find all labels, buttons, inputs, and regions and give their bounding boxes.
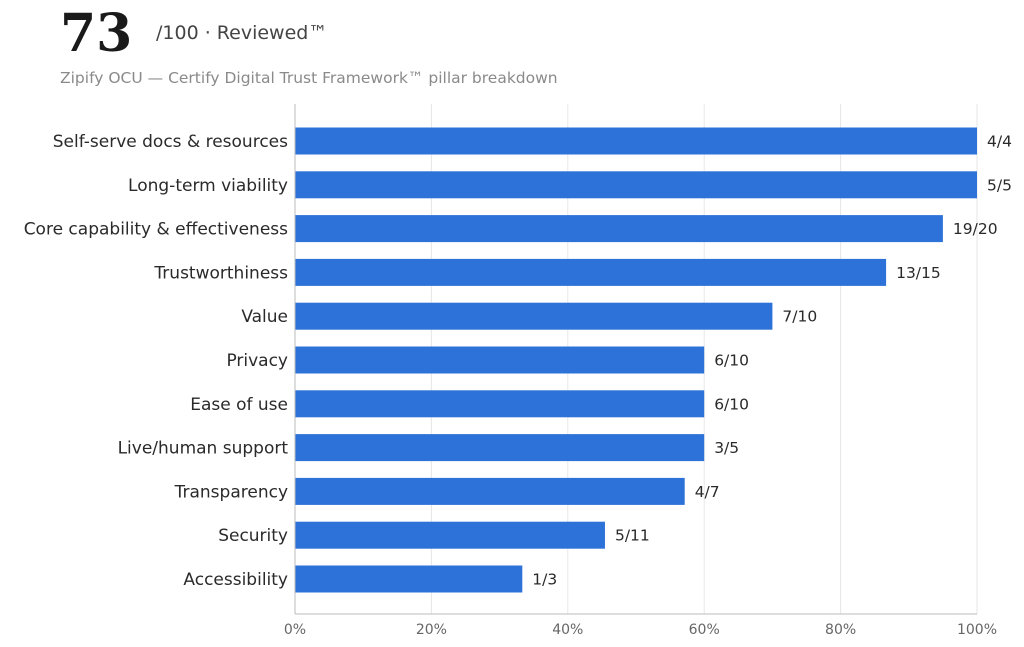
bar — [295, 521, 605, 549]
category-label: Core capability & effectiveness — [24, 220, 288, 240]
category-label: Transparency — [174, 482, 288, 502]
value-label: 5/11 — [615, 527, 650, 545]
bar — [295, 302, 773, 330]
x-tick-label: 40% — [552, 622, 583, 638]
x-tick-label: 20% — [416, 622, 447, 638]
bar — [295, 434, 705, 462]
x-tick-label: 60% — [689, 622, 720, 638]
category-label: Trustworthiness — [153, 263, 288, 283]
chart-header: 73 /100 · Reviewed™ Zipify OCU — Certify… — [60, 4, 960, 94]
category-label: Self-serve docs & resources — [53, 132, 288, 152]
bar — [295, 171, 977, 199]
chart-subtitle: Zipify OCU — Certify Digital Trust Frame… — [60, 69, 558, 87]
value-label: 13/15 — [896, 264, 941, 282]
bar — [295, 565, 523, 593]
x-tick-label: 0% — [284, 622, 306, 638]
category-label: Privacy — [226, 351, 288, 371]
score-suffix: /100 · Reviewed™ — [156, 22, 328, 44]
value-label: 5/5 — [987, 176, 1012, 194]
category-label: Accessibility — [183, 570, 288, 590]
category-label: Ease of use — [190, 395, 288, 415]
category-label: Value — [241, 307, 288, 327]
value-label: 6/10 — [714, 352, 749, 370]
bar — [295, 477, 685, 505]
bar — [295, 390, 705, 418]
value-label: 4/7 — [695, 483, 720, 501]
bar — [295, 215, 943, 243]
bar — [295, 127, 977, 155]
bar — [295, 346, 705, 374]
category-label: Security — [218, 526, 288, 546]
overall-score: 73 — [60, 3, 133, 64]
x-tick-label: 100% — [957, 622, 997, 638]
value-label: 7/10 — [782, 308, 817, 326]
value-label: 3/5 — [714, 439, 739, 457]
value-label: 6/10 — [714, 395, 749, 413]
value-label: 1/3 — [532, 571, 557, 589]
value-label: 4/4 — [987, 133, 1012, 151]
category-label: Long-term viability — [128, 176, 288, 196]
x-tick-label: 80% — [825, 622, 856, 638]
bar — [295, 258, 887, 286]
value-label: 19/20 — [953, 220, 998, 238]
category-label: Live/human support — [118, 439, 289, 459]
